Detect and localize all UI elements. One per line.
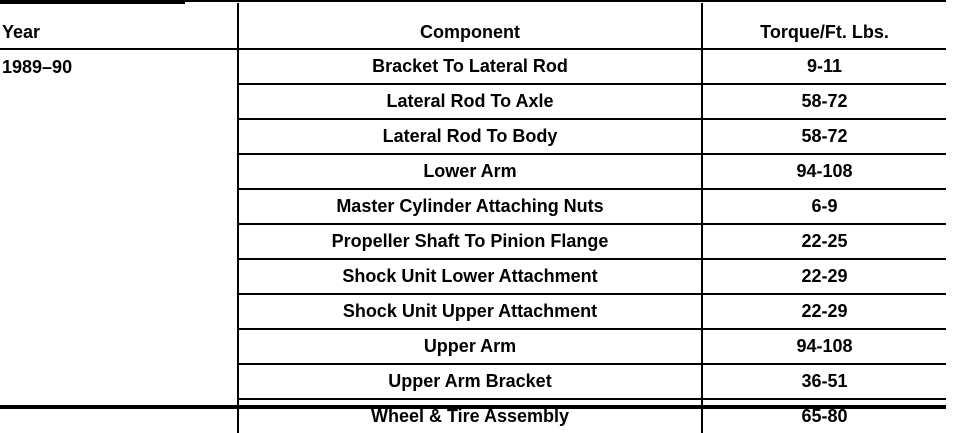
top-rule (0, 0, 946, 2)
component-cell: Propeller Shaft To Pinion Flange (238, 224, 703, 260)
table-row: Propeller Shaft To Pinion Flange 22-25 (0, 224, 946, 260)
table-row: Shock Unit Lower Attachment 22-29 (0, 259, 946, 295)
torque-cell: 36-51 (702, 364, 946, 400)
torque-cell: 22-29 (702, 294, 946, 330)
table-row: Shock Unit Upper Attachment 22-29 (0, 294, 946, 330)
header-component: Component (238, 3, 703, 50)
table-row: Lateral Rod To Axle 58-72 (0, 84, 946, 120)
table-row: Upper Arm 94-108 (0, 329, 946, 365)
year-cell (0, 329, 239, 364)
year-cell (0, 189, 239, 224)
header-row: Year Component Torque/Ft. Lbs. (0, 3, 946, 50)
year-cell (0, 84, 239, 119)
year-cell (0, 154, 239, 189)
component-cell: Upper Arm (238, 329, 703, 365)
torque-cell: 9-11 (702, 49, 946, 85)
table-row: Master Cylinder Attaching Nuts 6-9 (0, 189, 946, 225)
component-cell: Bracket To Lateral Rod (238, 49, 703, 85)
torque-cell: 58-72 (702, 119, 946, 155)
component-cell: Master Cylinder Attaching Nuts (238, 189, 703, 225)
component-cell: Lateral Rod To Body (238, 119, 703, 155)
component-cell: Upper Arm Bracket (238, 364, 703, 400)
torque-cell: 22-25 (702, 224, 946, 260)
year-cell (0, 119, 239, 154)
table-row: Upper Arm Bracket 36-51 (0, 364, 946, 400)
torque-cell: 94-108 (702, 329, 946, 365)
top-rule-thick (0, 0, 185, 4)
component-cell: Shock Unit Upper Attachment (238, 294, 703, 330)
table-row: 1989–90 Bracket To Lateral Rod 9-11 (0, 49, 946, 85)
torque-cell: 94-108 (702, 154, 946, 190)
header-torque: Torque/Ft. Lbs. (702, 3, 946, 50)
torque-cell: 22-29 (702, 259, 946, 295)
torque-cell: 6-9 (702, 189, 946, 225)
component-cell: Lower Arm (238, 154, 703, 190)
torque-cell: 58-72 (702, 84, 946, 120)
component-cell: Shock Unit Lower Attachment (238, 259, 703, 295)
year-cell: 1989–90 (0, 49, 239, 84)
table-row: Lateral Rod To Body 58-72 (0, 119, 946, 155)
year-cell (0, 224, 239, 259)
bottom-rule (0, 405, 946, 409)
year-cell (0, 364, 239, 399)
torque-spec-table: Year Component Torque/Ft. Lbs. 1989–90 Br… (0, 3, 946, 433)
year-cell (0, 259, 239, 294)
component-cell: Lateral Rod To Axle (238, 84, 703, 120)
header-year: Year (0, 3, 239, 50)
table-row: Lower Arm 94-108 (0, 154, 946, 190)
year-cell (0, 294, 239, 329)
